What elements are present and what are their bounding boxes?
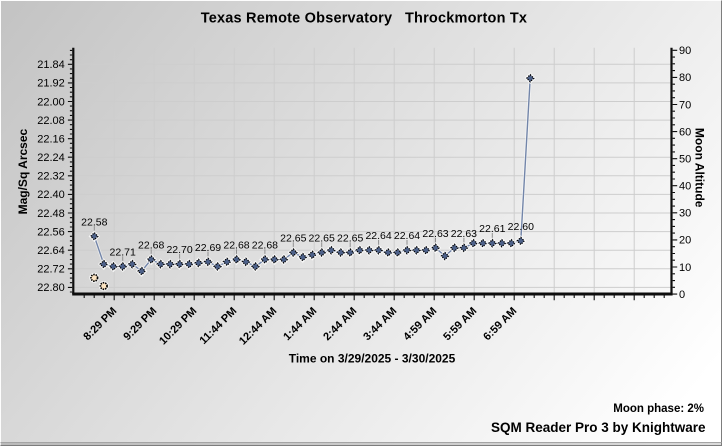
svg-text:22.65: 22.65 <box>309 233 335 245</box>
svg-text:2:44 AM: 2:44 AM <box>321 305 359 343</box>
svg-text:22.32: 22.32 <box>37 171 65 183</box>
svg-text:3:44 AM: 3:44 AM <box>361 305 399 343</box>
svg-text:21.92: 21.92 <box>37 78 65 90</box>
svg-text:22.70: 22.70 <box>166 244 192 256</box>
svg-text:22.65: 22.65 <box>280 233 306 245</box>
svg-text:22.69: 22.69 <box>195 242 221 254</box>
svg-text:22.68: 22.68 <box>138 240 164 252</box>
svg-text:22.64: 22.64 <box>394 230 420 242</box>
svg-text:22.63: 22.63 <box>451 228 477 240</box>
svg-text:50: 50 <box>679 154 691 166</box>
svg-text:Moon Altitude: Moon Altitude <box>692 128 706 208</box>
svg-text:22.64: 22.64 <box>365 230 391 242</box>
svg-text:40: 40 <box>679 181 691 193</box>
svg-text:22.08: 22.08 <box>37 115 65 127</box>
svg-text:22.58: 22.58 <box>81 216 107 228</box>
svg-text:9:29 PM: 9:29 PM <box>121 305 159 343</box>
svg-text:SQM Reader Pro 3 by Knightware: SQM Reader Pro 3 by Knightware <box>491 420 706 435</box>
svg-text:22.72: 22.72 <box>37 264 65 276</box>
svg-text:22.71: 22.71 <box>110 247 136 259</box>
svg-text:1:44 AM: 1:44 AM <box>281 305 319 343</box>
svg-text:11:44 PM: 11:44 PM <box>198 305 240 347</box>
svg-text:Mag/Sq Arcsec: Mag/Sq Arcsec <box>16 128 30 214</box>
svg-text:22.40: 22.40 <box>37 189 65 201</box>
svg-text:Texas Remote Observatory Thr: Texas Remote Observatory Throckmorton Tx <box>201 10 527 26</box>
svg-text:22.48: 22.48 <box>37 208 65 220</box>
svg-text:12:44 AM: 12:44 AM <box>237 305 279 347</box>
svg-text:Moon phase: 2%: Moon phase: 2% <box>613 403 704 415</box>
svg-text:22.16: 22.16 <box>37 134 65 146</box>
svg-text:22.68: 22.68 <box>223 240 249 252</box>
svg-text:22.68: 22.68 <box>252 240 278 252</box>
svg-text:22.65: 22.65 <box>337 233 363 245</box>
svg-text:10: 10 <box>679 262 691 274</box>
svg-text:90: 90 <box>679 45 691 57</box>
svg-text:22.63: 22.63 <box>422 228 448 240</box>
svg-text:22.80: 22.80 <box>37 282 65 294</box>
svg-text:20: 20 <box>679 235 691 247</box>
svg-text:22.61: 22.61 <box>479 223 505 235</box>
svg-text:21.84: 21.84 <box>37 59 65 71</box>
svg-text:22.64: 22.64 <box>37 245 65 257</box>
svg-text:8:29 PM: 8:29 PM <box>81 305 119 343</box>
svg-text:6:59 AM: 6:59 AM <box>481 305 519 343</box>
svg-text:30: 30 <box>679 208 691 220</box>
svg-text:5:59 AM: 5:59 AM <box>441 305 479 343</box>
svg-text:10:29 PM: 10:29 PM <box>157 305 199 347</box>
svg-text:70: 70 <box>679 99 691 111</box>
svg-text:22.00: 22.00 <box>37 96 65 108</box>
svg-text:80: 80 <box>679 72 691 84</box>
svg-text:Time on 3/29/2025 - 3/30/2025: Time on 3/29/2025 - 3/30/2025 <box>289 352 456 366</box>
svg-text:22.24: 22.24 <box>37 152 65 164</box>
svg-text:4:59 AM: 4:59 AM <box>401 305 439 343</box>
svg-text:60: 60 <box>679 126 691 138</box>
svg-text:0: 0 <box>679 289 685 301</box>
svg-text:22.56: 22.56 <box>37 226 65 238</box>
svg-text:22.60: 22.60 <box>508 221 534 233</box>
